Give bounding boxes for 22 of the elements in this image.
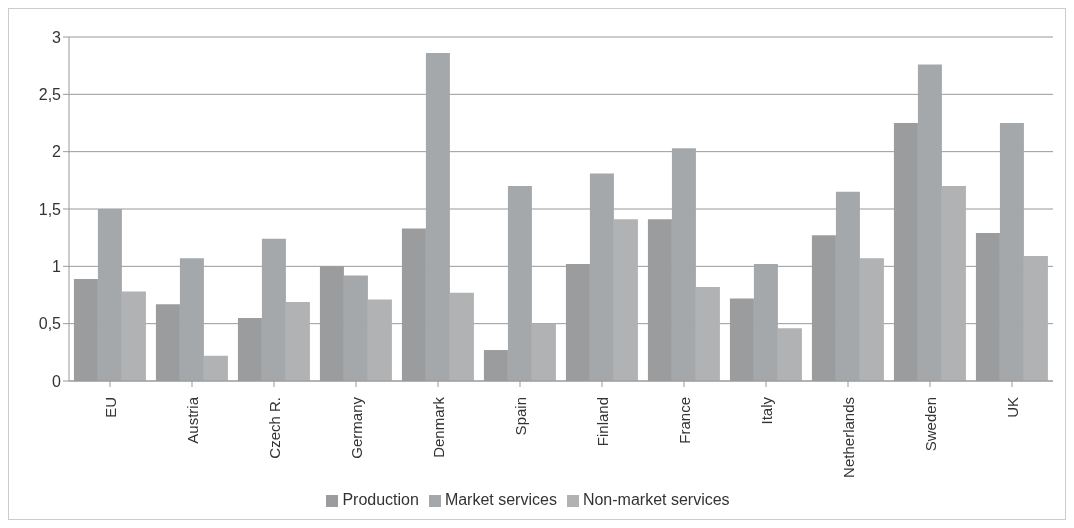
x-tick-label: UK bbox=[1003, 397, 1021, 418]
x-tick-label: Italy bbox=[757, 396, 775, 425]
legend-label: Market services bbox=[444, 491, 557, 508]
y-tick-label: 2,5 bbox=[38, 86, 62, 104]
y-tick-label: 3 bbox=[52, 28, 62, 46]
x-tick-label: Austria bbox=[183, 396, 201, 444]
x-tick-label: Netherlands bbox=[839, 397, 857, 478]
y-tick-label: 1,5 bbox=[38, 200, 62, 218]
x-tick-label: Denmark bbox=[429, 396, 447, 458]
x-tick-label: Finland bbox=[593, 397, 611, 447]
y-tick-label: 1 bbox=[52, 258, 62, 276]
x-tick-label: France bbox=[675, 397, 693, 444]
x-tick-label: Czech R. bbox=[265, 397, 283, 459]
y-tick-label: 0 bbox=[52, 372, 62, 390]
y-tick-label: 2 bbox=[52, 143, 62, 161]
x-tick-label: Spain bbox=[511, 397, 529, 436]
y-tick-label: 0,5 bbox=[38, 315, 62, 333]
legend-label: Non-market services bbox=[582, 491, 730, 508]
legend-label: Production bbox=[342, 491, 419, 508]
x-tick-label: EU bbox=[101, 397, 119, 418]
x-tick-label: Sweden bbox=[921, 397, 939, 452]
x-tick-label: Germany bbox=[347, 396, 365, 459]
